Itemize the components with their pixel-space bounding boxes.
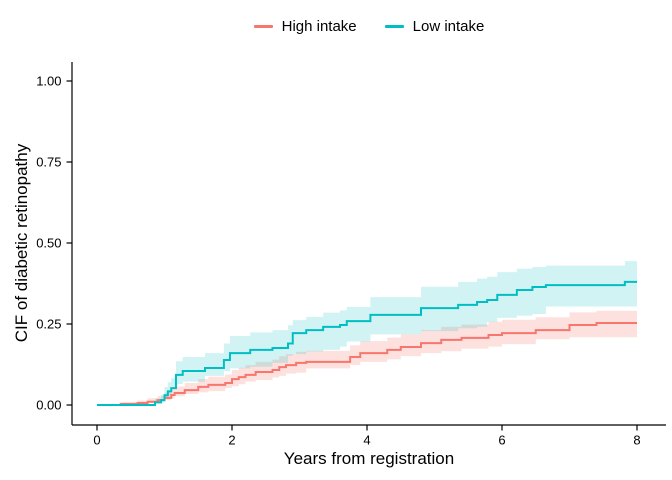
x-tick-label: 4 xyxy=(363,433,370,448)
legend-line-swatch-high-intake xyxy=(253,25,273,28)
x-tick-label: 6 xyxy=(498,433,505,448)
y-tick-label: 0.00 xyxy=(36,398,61,413)
y-tick-label: 0.50 xyxy=(36,236,61,251)
y-tick-label: 0.25 xyxy=(36,317,61,332)
x-axis-title: Years from registration xyxy=(283,449,455,468)
step-line-low-intake xyxy=(97,280,637,406)
confidence-band-low-intake xyxy=(97,261,637,405)
legend-label-low-intake: Low intake xyxy=(412,18,485,35)
x-tick-label: 0 xyxy=(93,433,100,448)
y-axis-title: CIF of diabetic retinopathy xyxy=(12,143,31,343)
legend-item-low-intake: Low intake xyxy=(384,17,485,36)
y-tick-label: 1.00 xyxy=(36,74,61,89)
legend: High intake Low intake xyxy=(72,17,666,36)
y-tick-label: 0.75 xyxy=(36,155,61,170)
x-tick-label: 2 xyxy=(228,433,235,448)
legend-label-high-intake: High intake xyxy=(281,18,357,35)
legend-item-high-intake: High intake xyxy=(253,17,357,36)
x-tick-label: 8 xyxy=(633,433,640,448)
step-line-high-intake xyxy=(97,322,637,406)
legend-line-swatch-low-intake xyxy=(384,25,404,28)
